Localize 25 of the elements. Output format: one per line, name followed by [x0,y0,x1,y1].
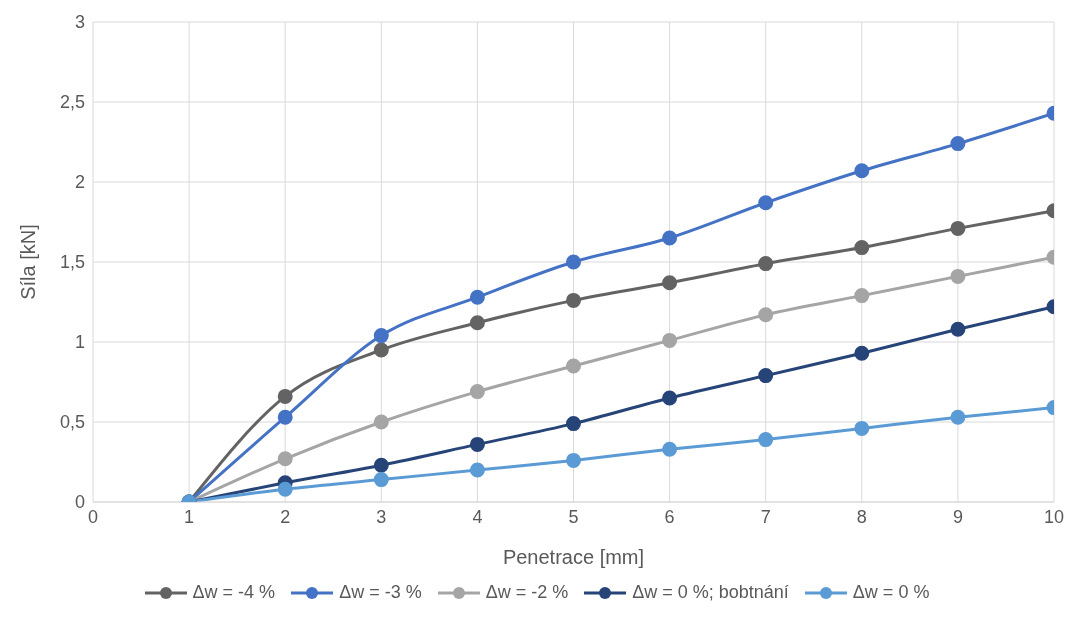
legend-label: Δw = 0 % [851,582,930,603]
y-tick-label: 1,5 [59,252,85,273]
y-tick-label: 2 [74,172,85,193]
y-tick-label: 0 [74,492,85,513]
x-tick-label: 4 [472,506,483,527]
y-tick-label: 1 [74,332,85,353]
x-tick-label: 5 [568,506,579,527]
y-tick-label: 0,5 [59,412,85,433]
x-tick-label: 3 [376,506,387,527]
legend-label: Δw = 0 %; bobtnání [631,582,789,603]
legend-label: Δw = -2 % [484,582,569,603]
x-tick-label: 8 [856,506,867,527]
x-tick-label: 7 [760,506,771,527]
x-axis-title: Penetrace [mm] [502,546,645,568]
y-tick-label: 3 [74,12,85,33]
y-axis-title: Síla [kN] [17,224,40,300]
legend-label: Δw = -4 % [191,582,276,603]
x-tick-label: 2 [280,506,291,527]
x-tick-label: 0 [87,506,99,527]
legend-label: Δw = -3 % [338,582,422,603]
y-tick-label: 2,5 [59,92,85,113]
x-tick-label: 9 [952,506,963,527]
x-tick-label: 1 [184,506,195,527]
x-tick-label: 10 [1043,506,1065,527]
x-tick-label: 6 [664,506,675,527]
